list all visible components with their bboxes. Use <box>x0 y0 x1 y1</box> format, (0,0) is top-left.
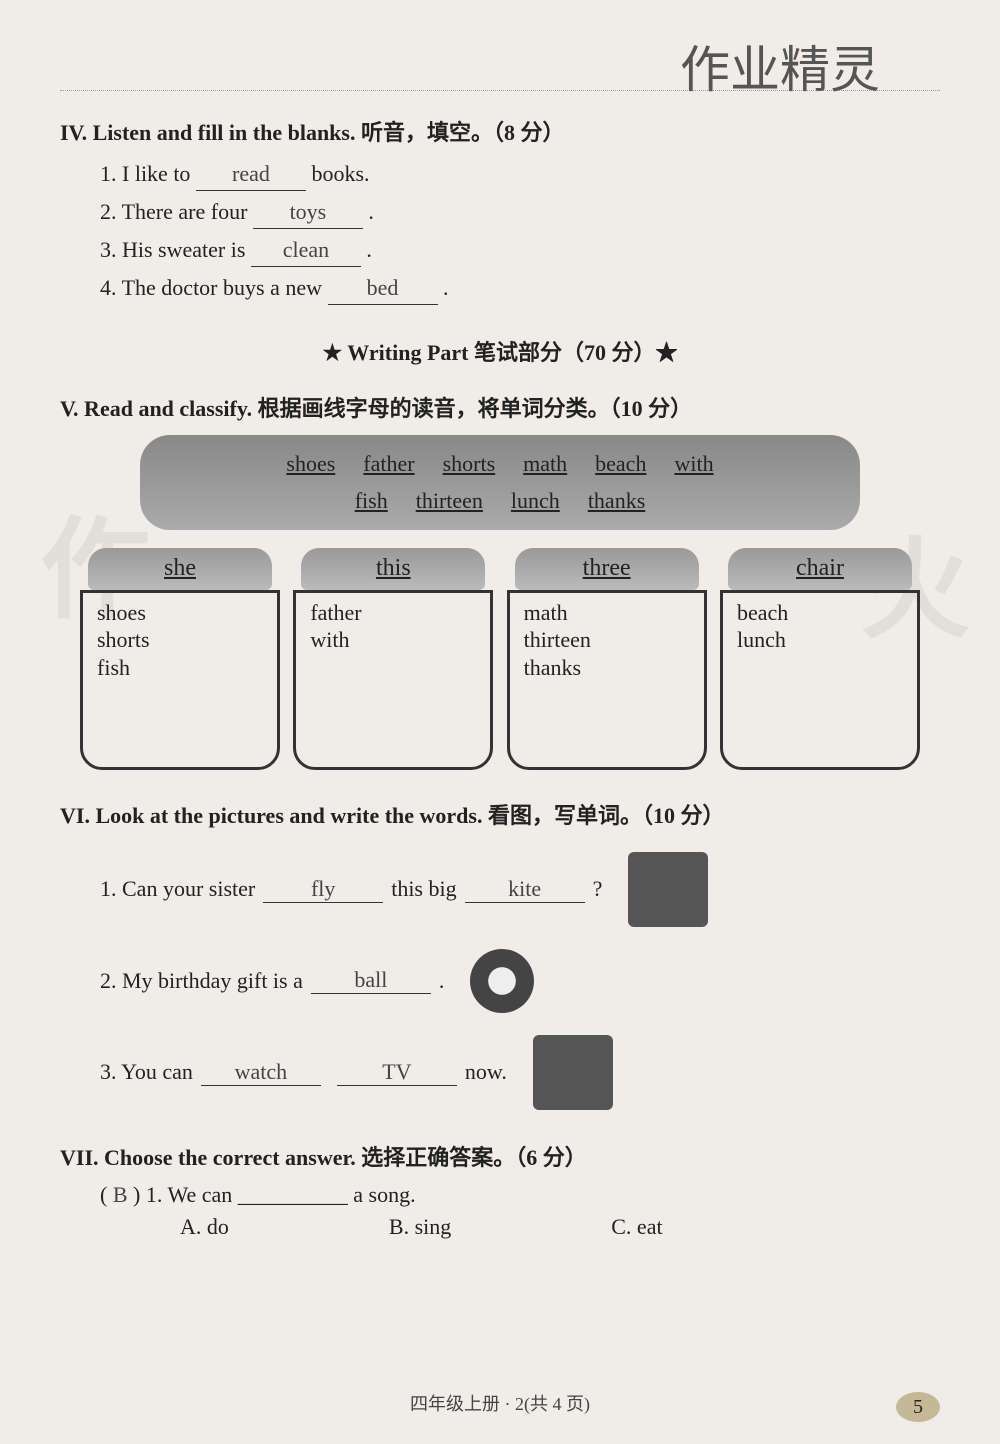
q6-text: . <box>439 968 445 994</box>
section6-item: 3. You can watch TV now. <box>100 1035 940 1110</box>
q6-text: this big <box>391 876 456 902</box>
choice-b: B. sing <box>389 1214 451 1240</box>
jar-body: beachlunch <box>720 590 920 770</box>
jar-word: thirteen <box>524 626 690 654</box>
word-bank-word: shorts <box>443 451 496 476</box>
jar-body: maththirteenthanks <box>507 590 707 770</box>
q7-item-1: ( B ) 1. We can __________ a song. <box>100 1182 940 1208</box>
choice-a: A. do <box>180 1214 229 1240</box>
jar: sheshoesshortsfish <box>80 548 280 770</box>
picture-icon <box>533 1035 613 1110</box>
word-bank-word: thirteen <box>416 488 483 513</box>
section4-header: IV. Listen and fill in the blanks. 听音，填空… <box>60 115 940 147</box>
jar-lid: this <box>301 548 485 590</box>
word-bank-word: beach <box>595 451 646 476</box>
section4-item: 1. I like to read books. <box>100 157 940 191</box>
jar-word: father <box>310 599 476 627</box>
q7-answer: B <box>113 1182 128 1207</box>
section6-item: 2. My birthday gift is a ball . <box>100 949 940 1013</box>
choice-c: C. eat <box>611 1214 662 1240</box>
fill-blank[interactable]: kite <box>465 876 585 903</box>
jar-word: shoes <box>97 599 263 627</box>
jars-row: sheshoesshortsfishthisfatherwiththreemat… <box>80 548 920 770</box>
q6-text: 1. Can your sister <box>100 876 255 902</box>
jar-word: thanks <box>524 654 690 682</box>
picture-icon <box>628 852 708 927</box>
jar-word: lunch <box>737 626 903 654</box>
section4-item: 2. There are four toys . <box>100 195 940 229</box>
word-bank-word: thanks <box>588 488 645 513</box>
word-bank-word: shoes <box>286 451 335 476</box>
section4-item: 3. His sweater is clean . <box>100 233 940 267</box>
fill-blank[interactable]: TV <box>337 1059 457 1086</box>
section5-header: V. Read and classify. 根据画线字母的读音，将单词分类。（1… <box>60 391 940 423</box>
q6-text: now. <box>465 1059 507 1085</box>
word-bank-word: lunch <box>511 488 560 513</box>
section4-item: 4. The doctor buys a new bed . <box>100 271 940 305</box>
section7-header: VII. Choose the correct answer. 选择正确答案。（… <box>60 1140 940 1172</box>
q7-text: 1. We can __________ a song. <box>146 1182 416 1207</box>
fill-blank[interactable]: fly <box>263 876 383 903</box>
jar-word: with <box>310 626 476 654</box>
section6-header: VI. Look at the pictures and write the w… <box>60 798 940 830</box>
jar-word: math <box>524 599 690 627</box>
section6-item: 1. Can your sister fly this big kite ? <box>100 852 940 927</box>
jar-body: fatherwith <box>293 590 493 770</box>
jar-lid: she <box>88 548 272 590</box>
watermark-top: 作业精灵 <box>680 30 880 102</box>
fill-blank[interactable]: watch <box>201 1059 321 1086</box>
fill-blank[interactable]: read <box>196 157 306 191</box>
q6-text: ? <box>593 876 603 902</box>
jar-word: fish <box>97 654 263 682</box>
word-bank-word: father <box>363 451 414 476</box>
writing-part-title: ★ Writing Part 笔试部分（70 分）★ <box>60 335 940 367</box>
q7-choices: A. do B. sing C. eat <box>180 1214 940 1240</box>
word-bank: shoes father shorts math beach with fish thirt… <box>140 435 860 530</box>
jar: chairbeachlunch <box>720 548 920 770</box>
word-bank-word: with <box>674 451 713 476</box>
page-footer: 四年级上册 · 2(共 4 页) <box>0 1390 1000 1416</box>
q6-text: 3. You can <box>100 1059 193 1085</box>
jar-word: shorts <box>97 626 263 654</box>
word-bank-word: math <box>523 451 567 476</box>
fill-blank[interactable]: ball <box>311 967 431 994</box>
picture-icon <box>470 949 534 1013</box>
fill-blank[interactable]: toys <box>253 195 363 229</box>
jar-lid: three <box>515 548 699 590</box>
jar: threemaththirteenthanks <box>507 548 707 770</box>
word-bank-word: fish <box>355 488 388 513</box>
jar: thisfatherwith <box>293 548 493 770</box>
jar-lid: chair <box>728 548 912 590</box>
jar-word: beach <box>737 599 903 627</box>
q6-text: 2. My birthday gift is a <box>100 968 303 994</box>
fill-blank[interactable]: bed <box>328 271 438 305</box>
page-number: 5 <box>896 1392 940 1422</box>
fill-blank[interactable]: clean <box>251 233 361 267</box>
jar-body: shoesshortsfish <box>80 590 280 770</box>
